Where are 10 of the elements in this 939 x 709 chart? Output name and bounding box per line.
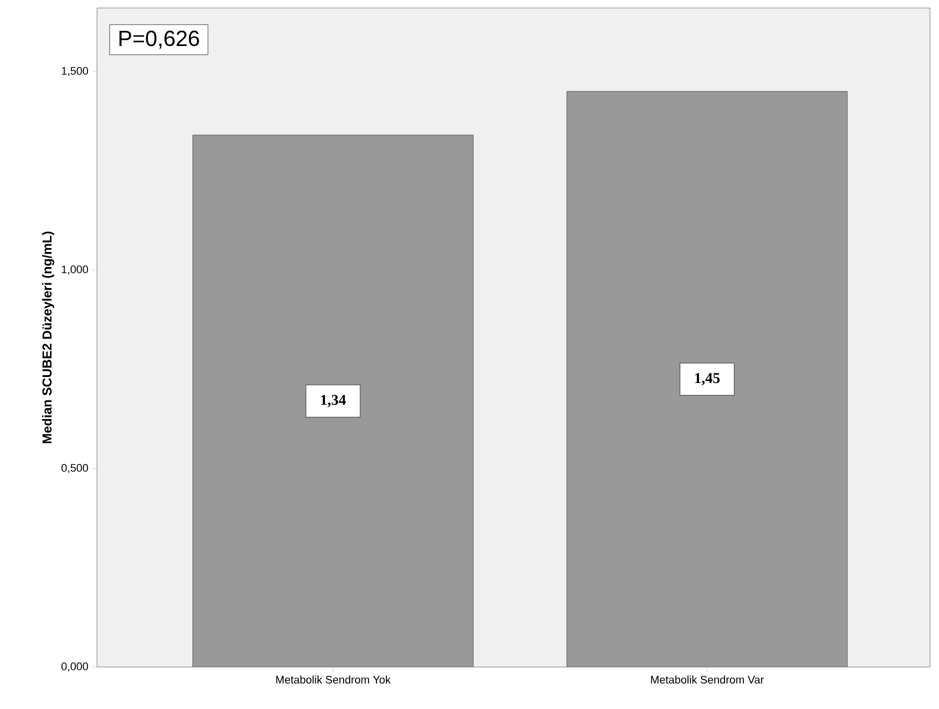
annotation: P=0,626 bbox=[119, 30, 199, 49]
y-tick-label: 0,000 bbox=[61, 662, 88, 672]
y-tick-label: 0,500 bbox=[61, 464, 88, 474]
y-axis-title: Median SCUBE2 Düzeyleri (ng/mL) bbox=[42, 232, 54, 444]
y-tick-label: 1,000 bbox=[62, 265, 88, 275]
data-label: 1,34 bbox=[321, 394, 346, 408]
data-label: 1,45 bbox=[695, 373, 720, 386]
x-tick-label: Metabolik Sendrom Yok bbox=[276, 676, 391, 684]
x-tick-label: Metabolik Sendrom Var bbox=[651, 676, 764, 684]
y-tick-label: 1,500 bbox=[62, 66, 88, 76]
